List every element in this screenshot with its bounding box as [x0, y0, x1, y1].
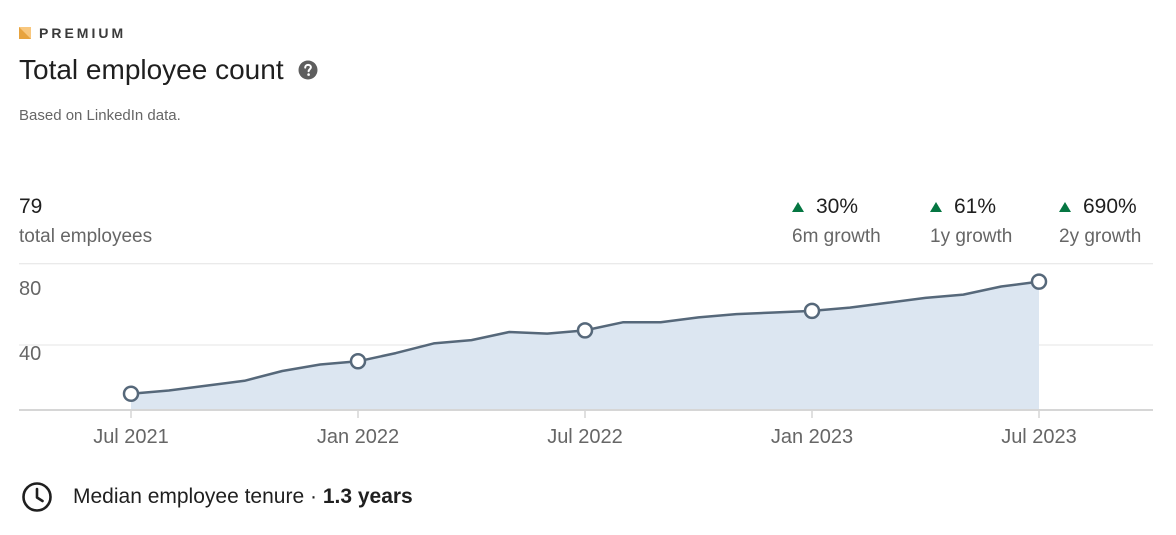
growth-value: 30% — [816, 195, 858, 219]
tenure-value: 1.3 years — [323, 485, 413, 508]
premium-badge: PREMIUM — [19, 25, 126, 41]
premium-icon — [19, 27, 31, 39]
x-tick-label: Jul 2023 — [1001, 426, 1077, 448]
x-tick-label: Jan 2023 — [771, 426, 853, 448]
y-tick-label: 40 — [19, 343, 41, 365]
x-tick-label: Jul 2021 — [93, 426, 169, 448]
x-tick-label: Jul 2022 — [547, 426, 623, 448]
growth-label: 6m growth — [792, 226, 881, 248]
growth-label: 2y growth — [1059, 226, 1141, 248]
employee-count-label: total employees — [19, 226, 152, 248]
tenure-label: Median employee tenure · — [73, 485, 323, 508]
growth-value: 690% — [1083, 195, 1137, 219]
growth-label: 1y growth — [930, 226, 1012, 248]
subtitle: Based on LinkedIn data. — [19, 107, 181, 124]
page-title: Total employee count — [19, 54, 284, 86]
growth-value: 61% — [954, 195, 996, 219]
triangle-up-icon — [1059, 202, 1071, 212]
employee-count: 79 — [19, 195, 152, 219]
data-point — [124, 387, 138, 401]
median-tenure: Median employee tenure · 1.3 years — [21, 481, 413, 513]
data-point — [1032, 275, 1046, 289]
growth-6m: 30% 6m growth — [792, 195, 881, 248]
premium-label: PREMIUM — [39, 25, 126, 41]
x-tick-label: Jan 2022 — [317, 426, 399, 448]
growth-2y: 690% 2y growth — [1059, 195, 1141, 248]
clock-icon — [21, 481, 53, 513]
title-row: Total employee count — [19, 54, 318, 86]
data-point — [578, 323, 592, 337]
triangle-up-icon — [930, 202, 942, 212]
help-icon[interactable] — [298, 60, 318, 80]
total-employees: 79 total employees — [19, 195, 152, 248]
data-point — [805, 304, 819, 318]
data-point — [351, 354, 365, 368]
tenure-text: Median employee tenure · 1.3 years — [73, 485, 413, 509]
y-tick-label: 80 — [19, 278, 41, 300]
growth-1y: 61% 1y growth — [930, 195, 1012, 248]
employee-count-chart[interactable]: 80 40 Jul 2021 Jan 2022 Jul 2022 Jan 2023 Jul … — [0, 260, 1176, 460]
triangle-up-icon — [792, 202, 804, 212]
